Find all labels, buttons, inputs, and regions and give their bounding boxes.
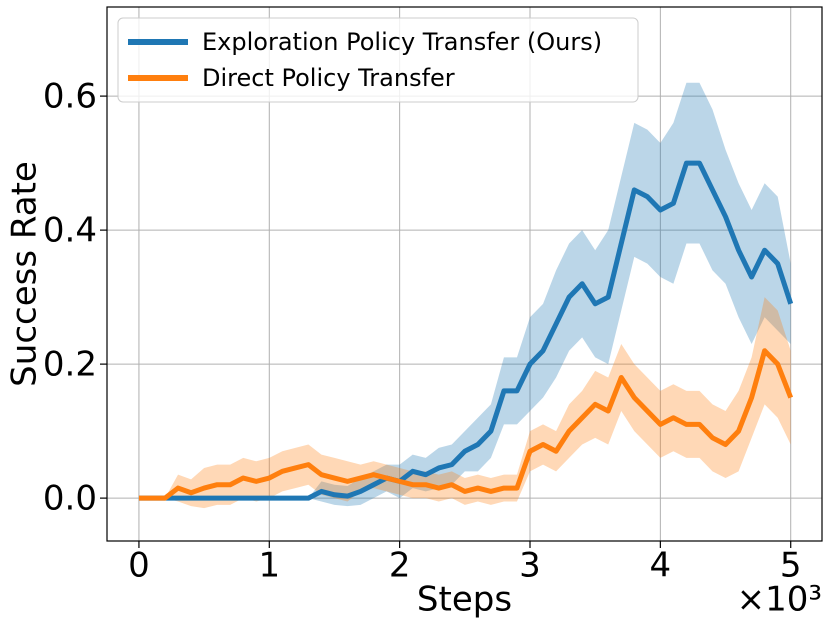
y-tick-label: 0.4: [43, 211, 97, 251]
legend-label: Direct Policy Transfer: [202, 64, 455, 92]
plot-frame: [106, 6, 823, 542]
x-tick-label: 5: [780, 546, 802, 586]
x-tick-label: 4: [650, 546, 672, 586]
y-tick-label: 0.0: [43, 479, 97, 519]
band: [138, 297, 791, 509]
legend-label: Exploration Policy Transfer (Ours): [202, 28, 602, 56]
legend-box: [117, 17, 639, 103]
x-axis-label: Steps: [417, 580, 512, 620]
y-tick-label: 0.2: [43, 345, 97, 385]
x-offset-label: ×10³: [737, 580, 822, 620]
x-tick-label: 1: [258, 546, 280, 586]
band: [138, 82, 791, 507]
line: [138, 348, 794, 501]
y-tick-label: 0.6: [43, 77, 97, 117]
x-tick-label: 0: [128, 546, 150, 586]
line: [138, 160, 794, 501]
y-axis-label: Success Rate: [5, 161, 45, 387]
x-tick-label: 2: [389, 546, 411, 586]
x-tick-label: 3: [519, 546, 541, 586]
